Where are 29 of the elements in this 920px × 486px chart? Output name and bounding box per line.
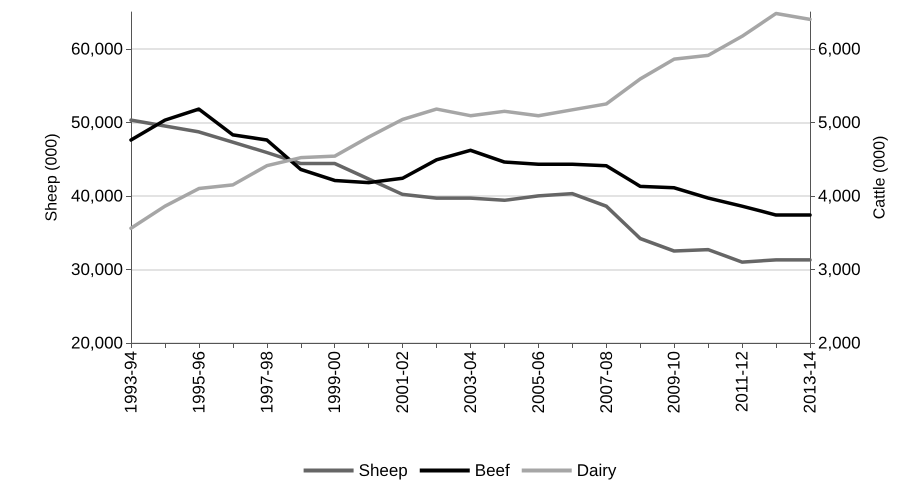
legend-label: Beef [474, 461, 510, 480]
y-tick-label: 50,000 [71, 112, 123, 132]
y-tick-label: 30,000 [71, 260, 123, 279]
x-tick-label: 2009-10 [664, 351, 684, 414]
x-tick-label: 2005-06 [528, 351, 548, 414]
x-tick-label: 2003-04 [461, 351, 480, 414]
y2-tick-label: 3,000 [818, 260, 861, 279]
y-tick-label: 20,000 [71, 334, 123, 352]
y2-tick-label: 4,000 [818, 186, 861, 206]
x-tick-label: 1995-96 [189, 351, 208, 414]
legend-label: Sheep [358, 461, 408, 480]
line-series [129, 107, 812, 217]
y-tick-label: 60,000 [71, 39, 123, 58]
y-tick-label: 40,000 [71, 186, 123, 206]
x-tick-label: 2001-02 [393, 351, 412, 414]
x-tick-label: 1993-94 [122, 351, 140, 414]
y2-tick-label: 6,000 [818, 39, 861, 58]
line-series [129, 118, 812, 264]
x-tick-label: 2007-08 [596, 351, 616, 414]
y2-axis-title: Cattle (000) [872, 136, 888, 220]
y-axis-title: Sheep (000) [44, 133, 61, 222]
x-tick-label: 2011-12 [732, 351, 752, 412]
x-tick-label: 1997-98 [257, 351, 276, 414]
y2-tick-label: 2,000 [818, 334, 861, 352]
x-tick-label: 1999-00 [325, 351, 344, 414]
y2-tick-label: 5,000 [818, 112, 861, 132]
x-tick-label: 2013-14 [800, 351, 820, 414]
legend-label: Dairy [576, 461, 617, 480]
line-series [129, 12, 812, 230]
